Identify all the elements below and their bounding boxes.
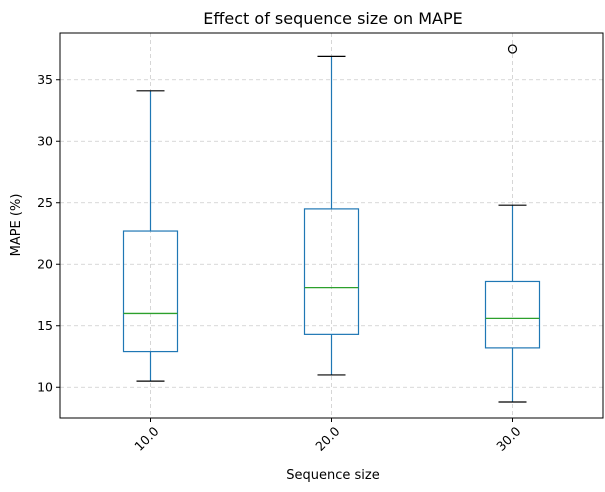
- boxes: [122, 44, 541, 403]
- box-group: [303, 55, 360, 376]
- y-tick-label: 10: [37, 380, 53, 395]
- y-axis-label: MAPE (%): [9, 194, 24, 257]
- x-axis-label: Sequence size: [286, 468, 379, 483]
- iqr-box: [484, 280, 541, 349]
- box-group: [484, 44, 541, 403]
- x-tick-label: 20.0: [312, 423, 342, 453]
- ticks: 10 15 20 25 30 35 10.0 20.0 30.0: [37, 72, 524, 454]
- y-tick-label: 20: [37, 257, 53, 272]
- y-tick-label: 35: [37, 72, 53, 87]
- outlier-point: [507, 44, 518, 54]
- x-tick-label: 10.0: [131, 423, 161, 453]
- chart-title: Effect of sequence size on MAPE: [203, 9, 462, 28]
- iqr-box: [303, 208, 360, 335]
- box-group: [122, 90, 179, 382]
- y-tick-label: 15: [37, 318, 53, 333]
- y-tick-label: 30: [37, 134, 53, 149]
- iqr-box: [122, 230, 179, 353]
- y-tick-label: 25: [37, 195, 53, 210]
- x-tick-label: 30.0: [493, 423, 523, 453]
